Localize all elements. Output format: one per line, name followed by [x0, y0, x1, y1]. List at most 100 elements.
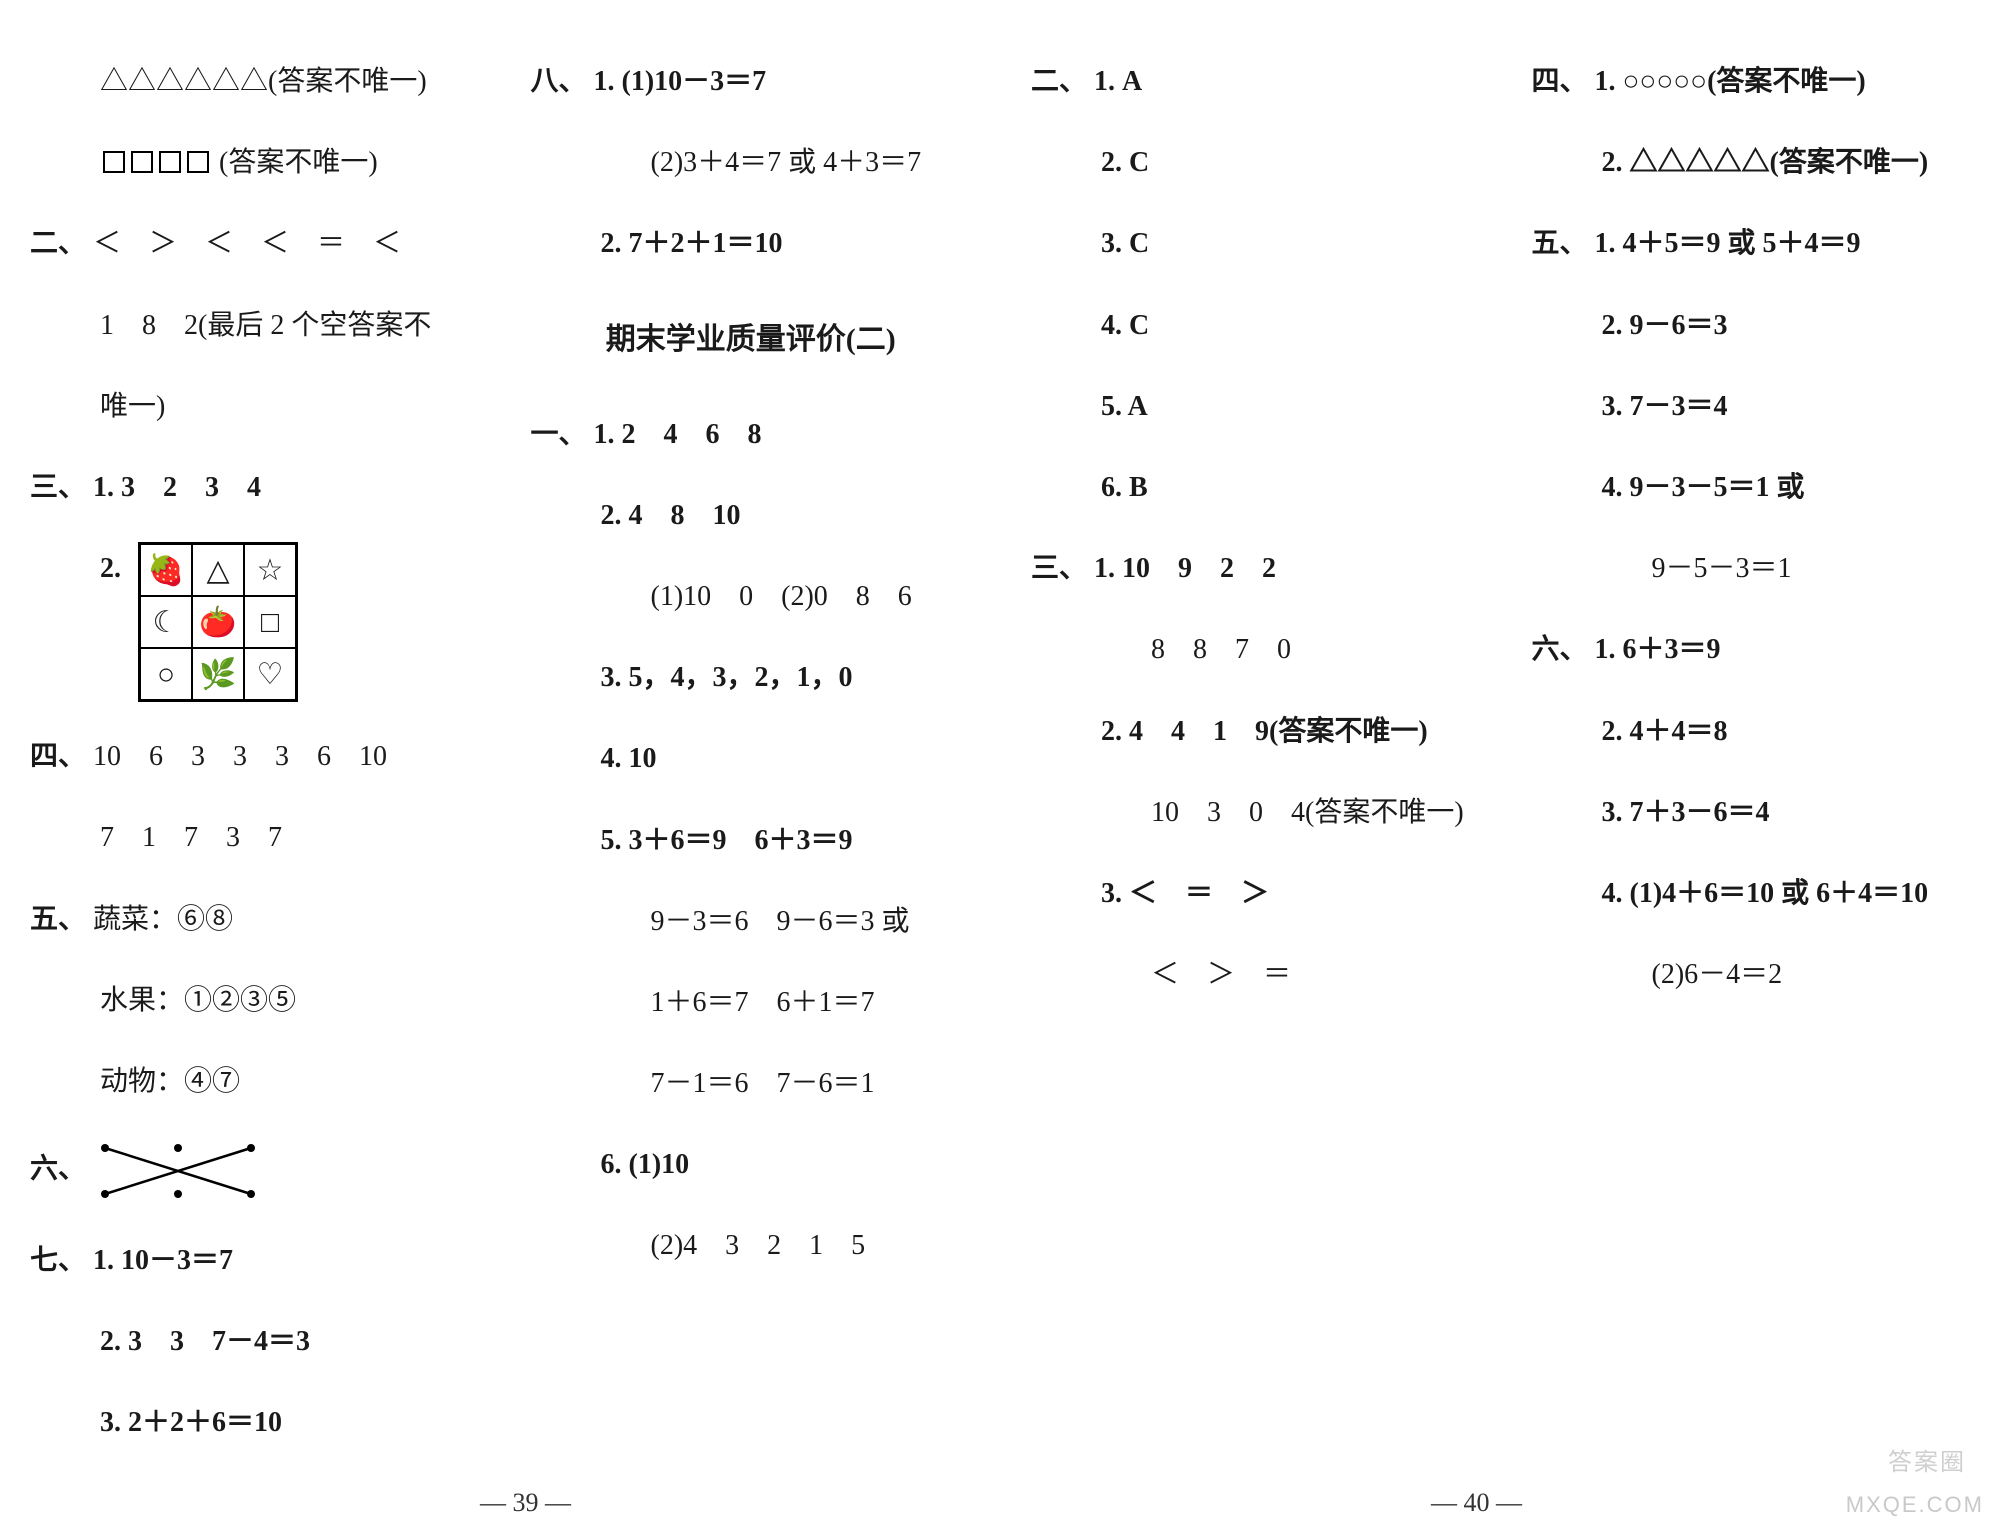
- sec-label: 二、: [1031, 66, 1087, 97]
- text: 1. A: [1094, 66, 1142, 97]
- sec-label: 六、: [1532, 634, 1588, 665]
- text-line: 唯一): [30, 380, 471, 433]
- shapes-squares: (答案不唯一): [30, 136, 471, 189]
- page-number-left: — 39 —: [480, 1488, 571, 1518]
- text-line: 1 8 2(最后 2 个空答案不: [30, 299, 471, 352]
- grid-line: 2. 🍓 △ ☆ ☾ 🍅 □ ○ 🌿 ♡: [30, 542, 471, 702]
- grid-cell: ○: [140, 648, 192, 700]
- sec-label: 二、: [30, 228, 86, 259]
- text-line: 9－5－3＝1: [1532, 542, 1973, 595]
- text-line: 2. 3 3 7－4＝3: [30, 1315, 471, 1368]
- text-line: 2. 4＋4＝8: [1532, 705, 1973, 758]
- grid-cell: ☆: [244, 544, 296, 596]
- text-line: 3. C: [1031, 217, 1472, 270]
- grid-cell: ♡: [244, 648, 296, 700]
- text: 蔬菜：⑥⑧: [93, 904, 233, 935]
- sec-label: 三、: [1031, 553, 1087, 584]
- text-line: 2. 9－6＝3: [1532, 299, 1973, 352]
- text: 1. 10－3＝7: [93, 1245, 233, 1276]
- sec-label: 五、: [1532, 228, 1588, 259]
- sec-label: 一、: [531, 419, 587, 450]
- section-3b: 三、 1. 10 9 2 2: [1031, 542, 1472, 595]
- text-line: 5. 3＋6＝9 6＋3＝9: [531, 814, 972, 867]
- text-line: 9－3＝6 9－6＝3 或: [531, 895, 972, 948]
- section-7: 七、 1. 10－3＝7: [30, 1234, 471, 1287]
- text-line: 2. C: [1031, 136, 1472, 189]
- section-2b: 二、 1. A: [1031, 55, 1472, 108]
- section-6b: 六、 1. 6＋3＝9: [1532, 623, 1973, 676]
- text-line: (2)4 3 2 1 5: [531, 1219, 972, 1272]
- section-1b: 一、 1. 2 4 6 8: [531, 408, 972, 461]
- text: ＜ ＞ ＜ ＜ ＝ ＜: [93, 228, 401, 259]
- sec-label: 五、: [30, 904, 86, 935]
- watermark-badge: 答案圈: [1886, 1442, 1966, 1482]
- grid-cell: 🍓: [140, 544, 192, 596]
- text: 1. 6＋3＝9: [1595, 634, 1721, 665]
- text: 1. 3 2 3 4: [93, 472, 261, 503]
- text-line: 5. A: [1031, 380, 1472, 433]
- section-4b: 四、 1. ○○○○○(答案不唯一): [1532, 55, 1973, 108]
- text-line: 6. B: [1031, 461, 1472, 514]
- watermark-text: 答案圈 MXQE.COM: [1846, 1492, 1984, 1518]
- text-line: 1＋6＝7 6＋1＝7: [531, 976, 972, 1029]
- sec-label: 六、: [30, 1153, 86, 1184]
- text-line: 3. 7＋3－6＝4: [1532, 786, 1973, 839]
- text: 1. 10 9 2 2: [1094, 553, 1276, 584]
- text-line: 10 3 0 4(答案不唯一): [1031, 786, 1472, 839]
- text-line: 7－1＝6 7－6＝1: [531, 1057, 972, 1110]
- column-4: 四、 1. ○○○○○(答案不唯一) 2. △△△△△(答案不唯一) 五、 1.…: [1502, 0, 2002, 1536]
- text-line: 4. 10: [531, 732, 972, 785]
- section-5: 五、 蔬菜：⑥⑧: [30, 893, 471, 946]
- shapes-triangles: △△△△△△(答案不唯一): [30, 55, 471, 108]
- text-line: 4. (1)4＋6＝10 或 6＋4＝10: [1532, 867, 1973, 920]
- grid-cell: △: [192, 544, 244, 596]
- text-line: 2. 4 4 1 9(答案不唯一): [1031, 705, 1472, 758]
- text: 1. 4＋5＝9 或 5＋4＝9: [1595, 228, 1861, 259]
- text-line: ＜ ＞ ＝: [1031, 948, 1472, 1001]
- text-line: 2. △△△△△(答案不唯一): [1532, 136, 1973, 189]
- sec-label: 三、: [30, 472, 86, 503]
- text-line: (1)10 0 (2)0 8 6: [531, 570, 972, 623]
- text-line: 3. ＜ ＝ ＞: [1031, 867, 1472, 920]
- text: 1. 2 4 6 8: [594, 419, 762, 450]
- page-number-right: — 40 —: [1431, 1488, 1522, 1518]
- sec-label: 七、: [30, 1245, 86, 1276]
- grid-cell: 🌿: [192, 648, 244, 700]
- shape-grid: 🍓 △ ☆ ☾ 🍅 □ ○ 🌿 ♡: [138, 542, 298, 702]
- section-2: 二、 ＜ ＞ ＜ ＜ ＝ ＜: [30, 217, 471, 270]
- text-line: 3. 2＋2＋6＝10: [30, 1396, 471, 1449]
- note-text: (答案不唯一): [219, 147, 378, 178]
- grid-cell: ☾: [140, 596, 192, 648]
- text: 1. ○○○○○(答案不唯一): [1595, 66, 1866, 97]
- text-line: 水果：①②③⑤: [30, 974, 471, 1027]
- text-line: 2. 4 8 10: [531, 489, 972, 542]
- cross-diagram: [93, 1136, 263, 1206]
- section-5b: 五、 1. 4＋5＝9 或 5＋4＝9: [1532, 217, 1973, 270]
- text-line: 7 1 7 3 7: [30, 811, 471, 864]
- text-line: (2)3＋4＝7 或 4＋3＝7: [531, 136, 972, 189]
- section-3: 三、 1. 3 2 3 4: [30, 461, 471, 514]
- grid-cell: 🍅: [192, 596, 244, 648]
- text-line: 2. 7＋2＋1＝10: [531, 217, 972, 270]
- text-line: 8 8 7 0: [1031, 623, 1472, 676]
- column-1: △△△△△△(答案不唯一) (答案不唯一) 二、 ＜ ＞ ＜ ＜ ＝ ＜ 1 8…: [0, 0, 501, 1536]
- text: 1. (1)10－3＝7: [594, 66, 767, 97]
- sec-label: 四、: [1532, 66, 1588, 97]
- sec-label: 四、: [30, 741, 86, 772]
- sec-label: 八、: [531, 66, 587, 97]
- text: 10 6 3 3 3 6 10: [93, 741, 387, 772]
- column-3: 二、 1. A 2. C 3. C 4. C 5. A 6. B 三、 1. 1…: [1001, 0, 1502, 1536]
- text-line: 4. C: [1031, 299, 1472, 352]
- text-line: 6. (1)10: [531, 1138, 972, 1191]
- grid-cell: □: [244, 596, 296, 648]
- section-6: 六、: [30, 1136, 471, 1206]
- text-line: 3. 7－3＝4: [1532, 380, 1973, 433]
- column-2: 八、 1. (1)10－3＝7 (2)3＋4＝7 或 4＋3＝7 2. 7＋2＋…: [501, 0, 1002, 1536]
- text-line: 4. 9－3－5＝1 或: [1532, 461, 1973, 514]
- text-line: 动物：④⑦: [30, 1055, 471, 1108]
- watermark-url: MXQE.COM: [1846, 1492, 1984, 1517]
- text-line: (2)6－4＝2: [1532, 948, 1973, 1001]
- section-4: 四、 10 6 3 3 3 6 10: [30, 730, 471, 783]
- item-number: 2.: [100, 553, 121, 584]
- section-8: 八、 1. (1)10－3＝7: [531, 55, 972, 108]
